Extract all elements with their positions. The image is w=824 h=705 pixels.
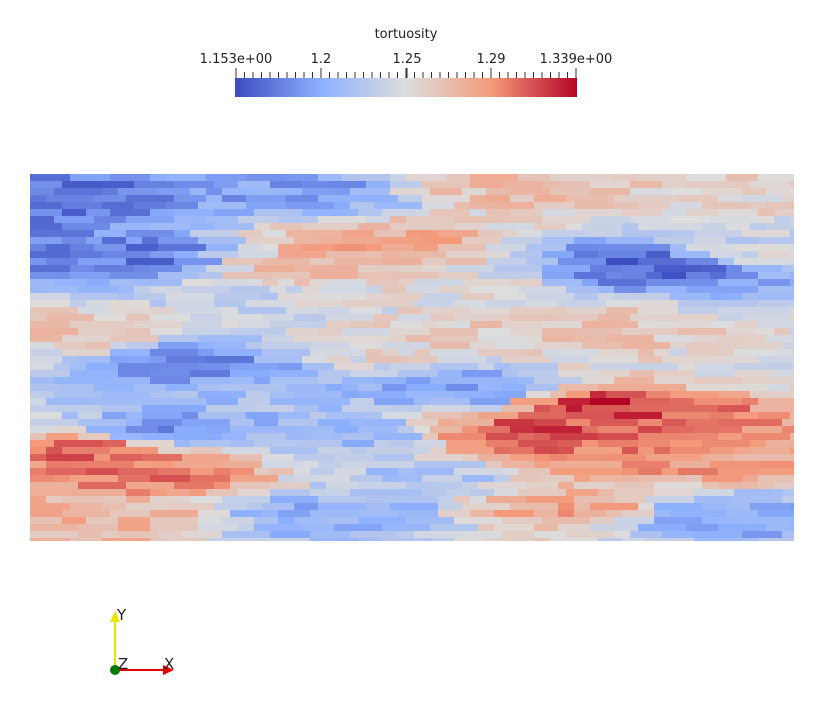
colorbar-label-max: 1.339e+00 xyxy=(539,52,613,67)
x-arrow-icon xyxy=(163,665,174,675)
colorbar-label-1: 1.2 xyxy=(310,52,332,67)
y-arrow-icon xyxy=(110,611,120,622)
colorbar-label-3: 1.29 xyxy=(476,52,506,67)
colorbar-gradient xyxy=(235,78,577,97)
colorbar-label-min: 1.153e+00 xyxy=(199,52,273,67)
z-axis-dot-icon xyxy=(110,665,120,675)
colorbar-ticks xyxy=(235,68,577,84)
colorbar-title: tortuosity xyxy=(374,27,438,42)
z-axis-label: Z xyxy=(118,655,129,673)
x-axis-label: X xyxy=(164,655,175,673)
tortuosity-field-render[interactable] xyxy=(30,174,794,541)
y-axis-label: Y xyxy=(117,606,127,624)
colorbar-label-2: 1.25 xyxy=(392,52,422,67)
